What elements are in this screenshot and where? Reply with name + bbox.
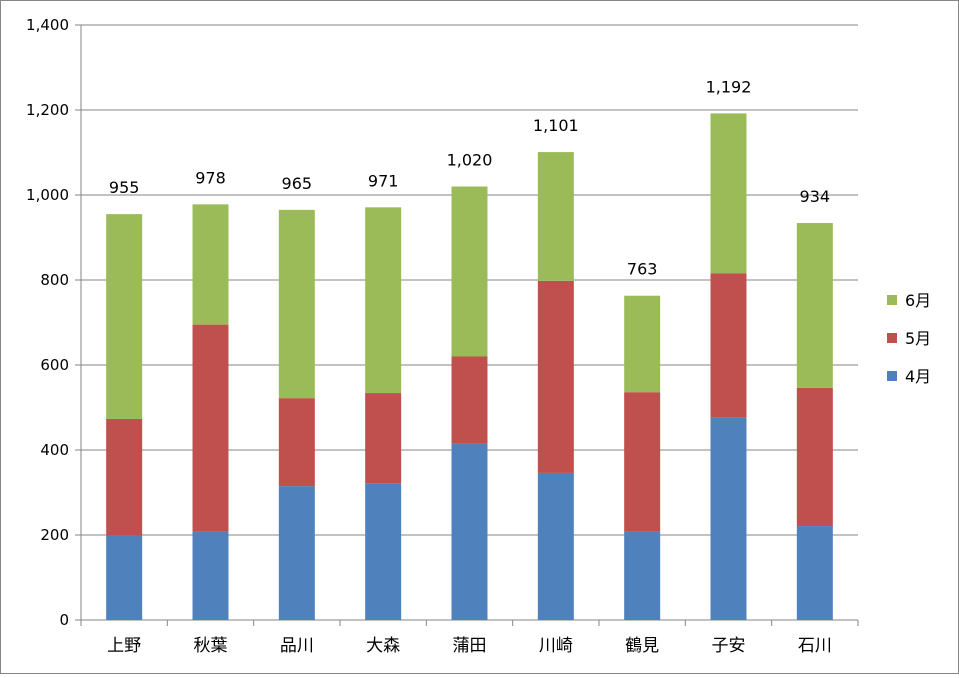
legend-entry: 4月 (905, 367, 931, 386)
x-category-label: 子安 (712, 636, 746, 656)
x-category-label: 大森 (366, 636, 400, 656)
x-category-label: 品川 (280, 636, 314, 656)
x-category-label: 秋葉 (194, 636, 228, 656)
total-label: 955 (109, 178, 140, 197)
bar-3-8 (710, 113, 747, 274)
x-category-label: 石川 (798, 636, 832, 656)
bar-3-4 (365, 207, 402, 394)
total-label: 965 (282, 174, 313, 193)
bar-2-3 (278, 398, 315, 487)
bar-1-2 (192, 531, 229, 620)
total-label: 934 (800, 187, 831, 206)
total-label: 1,101 (533, 116, 579, 135)
y-tick-label: 800 (40, 271, 69, 289)
bar-2-2 (192, 324, 229, 532)
bar-3-5 (451, 186, 488, 357)
bar-3-2 (192, 204, 229, 325)
legend-swatch (887, 333, 897, 343)
bar-1-5 (451, 443, 488, 620)
y-tick-label: 1,400 (26, 16, 69, 34)
bar-3-7 (624, 295, 661, 393)
legend-swatch (887, 295, 897, 305)
total-label: 971 (368, 171, 399, 190)
total-label: 1,192 (706, 77, 752, 96)
total-label: 978 (195, 168, 226, 187)
bar-2-8 (710, 273, 747, 418)
x-category-label: 上野 (107, 636, 141, 656)
legend: 6月 5月 4月 (887, 291, 931, 386)
y-tick-label: 400 (40, 441, 69, 459)
bar-2-5 (451, 356, 488, 444)
bar-3-9 (796, 223, 833, 388)
bar-1-9 (796, 526, 833, 620)
y-tick-label: 1,200 (26, 101, 69, 119)
bar-1-7 (624, 531, 661, 620)
bar-3-6 (537, 152, 574, 281)
bar-3-3 (278, 209, 315, 399)
legend-swatch (887, 371, 897, 381)
legend-entry: 5月 (905, 329, 931, 348)
bar-2-7 (624, 392, 661, 532)
y-tick-label: 1,000 (26, 186, 69, 204)
total-label: 763 (627, 260, 658, 279)
bar-2-1 (106, 418, 143, 535)
y-tick-label: 0 (59, 611, 69, 629)
bar-1-6 (537, 472, 574, 620)
bar-3-1 (106, 214, 143, 419)
legend-entry: 6月 (905, 291, 931, 310)
x-category-label: 蒲田 (453, 636, 487, 656)
x-category-label: 鶴見 (625, 636, 659, 656)
bars (106, 113, 833, 620)
y-tick-label: 600 (40, 356, 69, 374)
bar-1-3 (278, 486, 315, 620)
total-label: 1,020 (447, 151, 493, 170)
y-tick-label: 200 (40, 526, 69, 544)
bar-2-4 (365, 393, 402, 484)
bar-1-8 (710, 417, 747, 620)
bar-2-9 (796, 387, 833, 527)
bar-1-4 (365, 483, 402, 620)
bar-2-6 (537, 280, 574, 473)
x-category-label: 川崎 (539, 636, 573, 656)
data-labels: 955 978 965 971 1,020 1,101 763 1,192 934 (109, 77, 830, 278)
bar-1-1 (106, 535, 143, 620)
